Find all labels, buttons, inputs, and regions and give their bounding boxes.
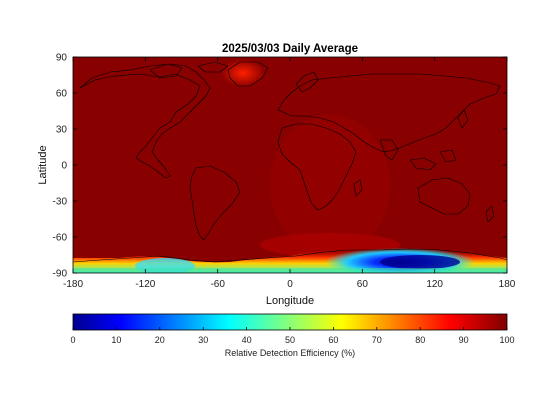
y-tick-label: -30 (53, 197, 68, 208)
x-tick-label: -180 (63, 279, 83, 290)
antarctic-east-core (380, 255, 460, 269)
x-tick-label: 0 (287, 279, 293, 290)
chart-title: 2025/03/03 Daily Average (222, 43, 358, 55)
colorbar-tick-label: 0 (70, 335, 75, 345)
x-tick-label: 180 (499, 279, 516, 290)
x-tick-label: 120 (426, 279, 443, 290)
y-tick-label: 0 (61, 161, 67, 172)
colorbar-tick-label: 90 (459, 335, 469, 345)
y-tick-label: 30 (56, 125, 68, 136)
colorbar-tick-label: 20 (155, 335, 165, 345)
colorbar-tick-label: 10 (111, 335, 121, 345)
coastlines (73, 61, 507, 263)
colorbar-tick-label: 60 (328, 335, 338, 345)
x-axis-label: Longitude (266, 295, 314, 307)
greenland-feature (221, 59, 265, 87)
y-axis-label: Latitude (37, 145, 49, 184)
y-tick-label: 90 (56, 53, 68, 64)
y-ticks: 90 60 30 0 -30 -60 -90 (53, 53, 507, 280)
colorbar-tick-label: 70 (372, 335, 382, 345)
heatmap-field (73, 57, 507, 273)
x-tick-label: -120 (135, 279, 155, 290)
colorbar-ticks: 0 10 20 30 40 50 60 70 80 90 100 (70, 327, 515, 345)
colorbar-tick-label: 80 (415, 335, 425, 345)
x-tick-label: -60 (210, 279, 225, 290)
colorbar-tick-label: 30 (198, 335, 208, 345)
y-tick-label: -90 (53, 269, 68, 280)
x-tick-label: 60 (357, 279, 369, 290)
colorbar-tick-label: 40 (242, 335, 252, 345)
colorbar-tick-label: 100 (499, 335, 514, 345)
mid-atlantic-shade (270, 115, 390, 255)
x-ticks: -180 -120 -60 0 60 120 180 (63, 57, 516, 290)
colorbar-label: Relative Detection Efficiency (%) (225, 348, 355, 358)
y-tick-label: -60 (53, 233, 68, 244)
colorbar-tick-label: 50 (285, 335, 295, 345)
y-tick-label: 60 (56, 89, 68, 100)
